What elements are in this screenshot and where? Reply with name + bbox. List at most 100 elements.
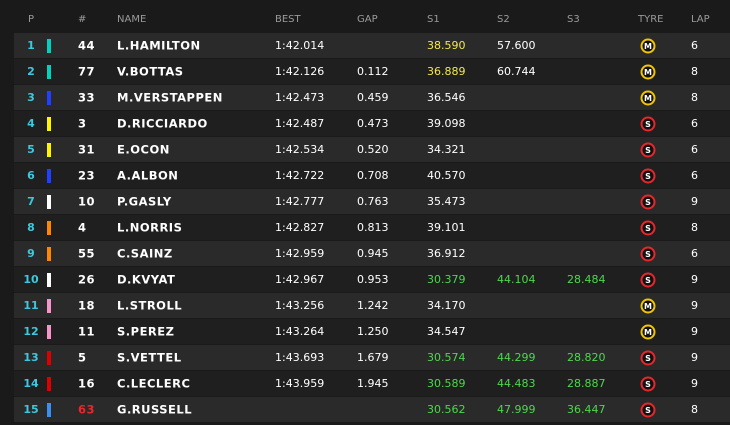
team-color bbox=[47, 221, 51, 235]
laps: 6 bbox=[691, 39, 698, 52]
team-color bbox=[47, 195, 51, 209]
tyre-compound: S bbox=[645, 224, 651, 233]
position: 9 bbox=[27, 247, 35, 260]
driver-name: C.SAINZ bbox=[117, 247, 173, 261]
column-header: S1 bbox=[427, 14, 440, 25]
driver-name: V.BOTTAS bbox=[117, 65, 184, 79]
driver-name: C.LECLERC bbox=[117, 377, 190, 391]
tyre-compound: S bbox=[645, 406, 651, 415]
best-time: 1:42.959 bbox=[275, 247, 324, 260]
driver-name: P.GASLY bbox=[117, 195, 172, 209]
row-background bbox=[14, 59, 730, 84]
gap: 1.242 bbox=[357, 299, 389, 312]
sector-time: 30.574 bbox=[427, 351, 466, 364]
laps: 8 bbox=[691, 91, 698, 104]
tyre-compound: M bbox=[644, 68, 652, 77]
row-background bbox=[14, 111, 730, 136]
sector-time: 34.170 bbox=[427, 299, 466, 312]
gap: 0.813 bbox=[357, 221, 389, 234]
position: 1 bbox=[27, 39, 35, 52]
car-number: 11 bbox=[78, 325, 95, 339]
driver-name: S.PEREZ bbox=[117, 325, 175, 339]
position: 3 bbox=[27, 91, 35, 104]
gap: 1.945 bbox=[357, 377, 389, 390]
sector-time: 38.590 bbox=[427, 39, 466, 52]
team-color bbox=[47, 351, 51, 365]
row-background bbox=[14, 33, 730, 58]
team-color bbox=[47, 39, 51, 53]
tyre-icon bbox=[640, 272, 656, 288]
sector-time: 34.321 bbox=[427, 143, 466, 156]
laps: 9 bbox=[691, 273, 698, 286]
team-color bbox=[47, 143, 51, 157]
driver-name: E.OCON bbox=[117, 143, 170, 157]
car-number: 77 bbox=[78, 65, 95, 79]
column-header: P bbox=[28, 14, 34, 25]
driver-name: M.VERSTAPPEN bbox=[117, 91, 223, 105]
laps: 9 bbox=[691, 325, 698, 338]
tyre-icon bbox=[640, 298, 656, 314]
car-number: 23 bbox=[78, 169, 95, 183]
driver-name: A.ALBON bbox=[117, 169, 178, 183]
sector-time: 44.483 bbox=[497, 377, 536, 390]
car-number: 33 bbox=[78, 91, 95, 105]
tyre-compound: M bbox=[644, 302, 652, 311]
best-time: 1:42.777 bbox=[275, 195, 324, 208]
laps: 6 bbox=[691, 169, 698, 182]
row-background bbox=[14, 371, 730, 396]
column-header: NAME bbox=[117, 14, 146, 25]
laps: 8 bbox=[691, 221, 698, 234]
best-time: 1:42.827 bbox=[275, 221, 324, 234]
tyre-icon bbox=[640, 194, 656, 210]
tyre-compound: S bbox=[645, 250, 651, 259]
car-number: 31 bbox=[78, 143, 95, 157]
team-color bbox=[47, 325, 51, 339]
row-background bbox=[14, 319, 730, 344]
best-time: 1:42.126 bbox=[275, 65, 324, 78]
car-number: 18 bbox=[78, 299, 95, 313]
laps: 6 bbox=[691, 247, 698, 260]
team-color bbox=[47, 247, 51, 261]
sector-time: 44.104 bbox=[497, 273, 536, 286]
best-time: 1:43.693 bbox=[275, 351, 324, 364]
sector-time: 30.562 bbox=[427, 403, 466, 416]
column-header: LAP bbox=[691, 14, 710, 25]
sector-time: 44.299 bbox=[497, 351, 536, 364]
gap: 1.679 bbox=[357, 351, 389, 364]
team-color bbox=[47, 299, 51, 313]
column-header: S3 bbox=[567, 14, 580, 25]
sector-time: 30.589 bbox=[427, 377, 466, 390]
best-time: 1:42.014 bbox=[275, 39, 324, 52]
team-color bbox=[47, 377, 51, 391]
sector-time: 28.484 bbox=[567, 273, 606, 286]
sector-time: 30.379 bbox=[427, 273, 466, 286]
sector-time: 39.101 bbox=[427, 221, 466, 234]
row-background bbox=[14, 293, 730, 318]
gap: 0.953 bbox=[357, 273, 389, 286]
gap: 0.473 bbox=[357, 117, 389, 130]
position: 7 bbox=[27, 195, 35, 208]
car-number: 44 bbox=[78, 39, 95, 53]
tyre-compound: M bbox=[644, 328, 652, 337]
sector-time: 28.820 bbox=[567, 351, 606, 364]
row-background bbox=[14, 163, 730, 188]
team-color bbox=[47, 65, 51, 79]
team-color bbox=[47, 91, 51, 105]
position: 12 bbox=[23, 325, 38, 338]
sector-time: 34.547 bbox=[427, 325, 466, 338]
position: 11 bbox=[23, 299, 38, 312]
tyre-compound: M bbox=[644, 94, 652, 103]
tyre-icon bbox=[640, 324, 656, 340]
sector-time: 28.887 bbox=[567, 377, 606, 390]
row-background bbox=[14, 241, 730, 266]
row-background bbox=[14, 397, 730, 422]
tyre-icon bbox=[640, 38, 656, 54]
best-time: 1:43.959 bbox=[275, 377, 324, 390]
laps: 6 bbox=[691, 143, 698, 156]
tyre-icon bbox=[640, 64, 656, 80]
tyre-icon bbox=[640, 142, 656, 158]
car-number: 16 bbox=[78, 377, 95, 391]
best-time: 1:42.967 bbox=[275, 273, 324, 286]
sector-time: 36.546 bbox=[427, 91, 466, 104]
team-color bbox=[47, 273, 51, 287]
